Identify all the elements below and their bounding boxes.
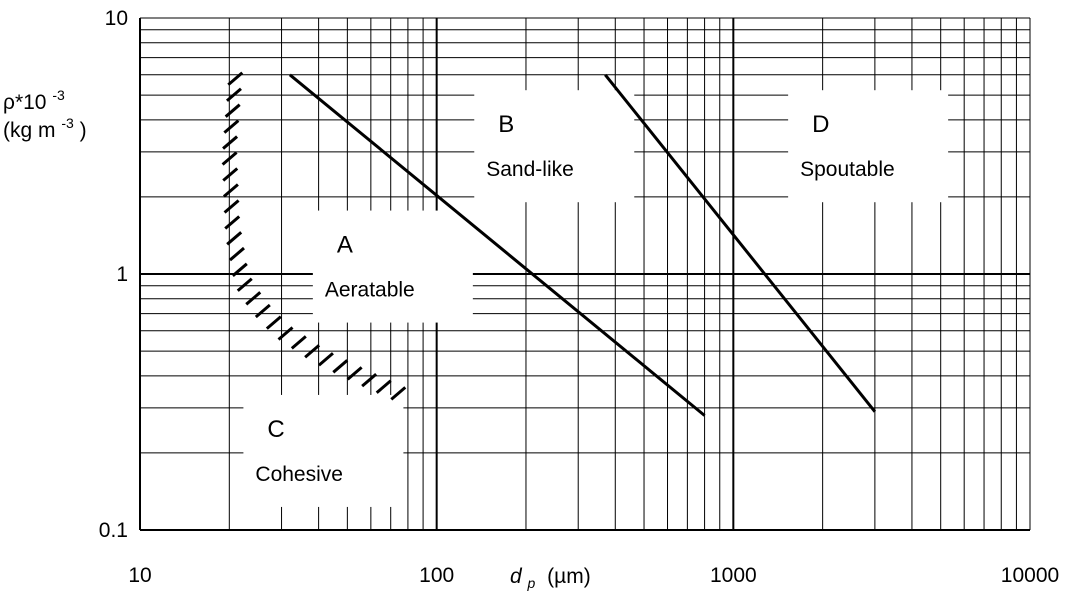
data-series: [288, 73, 877, 417]
region-label: A Aeratable: [325, 232, 415, 302]
x-tick-label: 1000: [710, 564, 757, 587]
hatch-mark: [332, 359, 349, 374]
region-label: D Spoutable: [800, 111, 895, 181]
hatch-mark: [223, 119, 240, 134]
x-axis-unit: (µm): [547, 565, 591, 588]
y-axis-unit-exponent: -3: [61, 115, 74, 131]
hatch-mark: [223, 199, 240, 214]
hatch-mark: [304, 344, 321, 359]
tick-labels: 10 100 1000 10000 0.1 1 10: [99, 7, 1059, 587]
hatch-mark: [361, 373, 378, 388]
y-axis-title-line1: ρ*10 -3: [3, 87, 65, 114]
y-axis-symbol: ρ*10: [3, 91, 46, 114]
hatch-mark: [317, 352, 334, 367]
hatch-mark: [375, 379, 392, 394]
region-label-box: [312, 210, 473, 323]
y-tick-label: 0.1: [99, 519, 128, 542]
hatch-mark: [254, 303, 271, 319]
x-axis-symbol: d: [510, 565, 523, 588]
hatch-mark: [224, 215, 241, 230]
hatch-mark: [390, 386, 407, 401]
region-name: Cohesive: [255, 463, 343, 486]
region-labels: A Aeratable B Sand-like C Cohesive D Spoutable: [255, 111, 894, 486]
hatch-mark: [236, 277, 253, 292]
boundary-line: [604, 73, 877, 413]
hatch-mark: [226, 231, 243, 246]
x-axis-title: d p (µm): [510, 565, 591, 593]
region-label-box: [788, 90, 949, 203]
region-letter: D: [812, 111, 829, 138]
hatch-mark: [227, 71, 244, 86]
hatch-mark: [277, 326, 294, 341]
region-label-box: [243, 394, 404, 507]
y-axis-unit: (kg m: [3, 119, 56, 142]
y-tick-label: 1: [116, 263, 128, 286]
hatch-mark: [229, 246, 245, 262]
y-tick-label: 10: [105, 7, 128, 30]
region-letter: B: [498, 111, 514, 138]
y-axis-exponent: -3: [52, 87, 65, 103]
hatch-mark: [222, 167, 239, 182]
hatch-mark: [290, 335, 307, 350]
x-tick-label: 10000: [1001, 564, 1059, 587]
region-label-box: [474, 90, 635, 203]
region-label: C Cohesive: [255, 416, 343, 486]
hatch-mark: [265, 315, 282, 330]
hatch-mark: [224, 103, 241, 118]
x-axis-subscript: p: [527, 575, 536, 591]
x-tick-label: 100: [419, 564, 454, 587]
hatched-boundary: [221, 71, 407, 401]
y-axis-title-line2: (kg m -3 ): [3, 110, 87, 142]
region-letter: C: [267, 416, 284, 443]
hatch-mark: [221, 151, 238, 166]
region-label-boxes: [243, 90, 949, 507]
region-letter: A: [337, 232, 353, 259]
hatch-mark: [222, 183, 239, 198]
hatch-mark: [222, 135, 239, 150]
y-axis-unit-close: ): [80, 119, 87, 142]
region-label: B Sand-like: [486, 111, 574, 181]
region-name: Aeratable: [325, 279, 415, 302]
boundary-line: [288, 73, 706, 417]
hatch-mark: [346, 366, 363, 381]
hatch-mark: [225, 87, 242, 102]
x-tick-label: 10: [128, 564, 151, 587]
hatch-mark: [231, 262, 248, 277]
region-name: Spoutable: [800, 158, 895, 181]
region-name: Sand-like: [486, 158, 574, 181]
hatch-mark: [245, 291, 262, 306]
